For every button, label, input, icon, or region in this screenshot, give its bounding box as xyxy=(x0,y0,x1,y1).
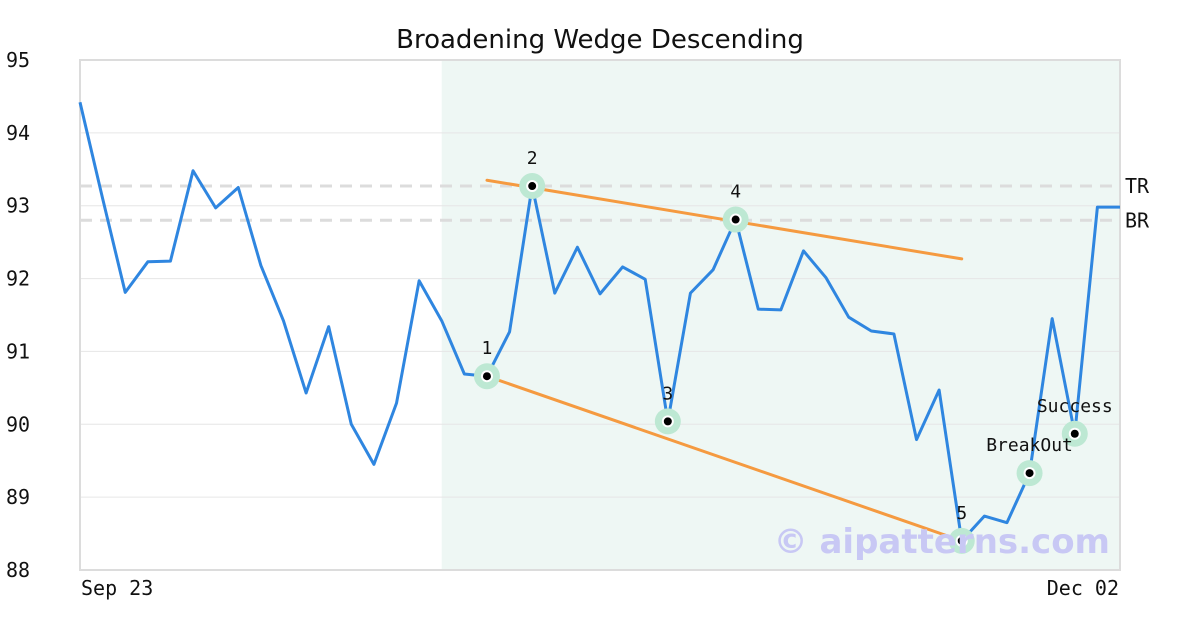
y-tick-label: 91 xyxy=(6,339,30,363)
marker-dot xyxy=(1070,429,1079,438)
marker-label: 5 xyxy=(956,503,967,524)
y-tick-label: 88 xyxy=(6,558,30,582)
chart-title: Broadening Wedge Descending xyxy=(396,25,804,55)
marker-label: BreakOut xyxy=(986,435,1073,456)
y-tick-label: 95 xyxy=(6,48,30,72)
marker-dot xyxy=(1025,469,1034,478)
pattern-region xyxy=(441,60,1120,570)
marker-dot xyxy=(482,372,491,381)
marker-label: Success xyxy=(1037,396,1113,417)
marker-label: 3 xyxy=(662,383,673,404)
marker-dot xyxy=(957,536,966,545)
trend-line-lower xyxy=(485,374,964,543)
plot-frame xyxy=(79,59,1121,571)
reference-label-br: BR xyxy=(1125,208,1150,232)
reference-label-tr: TR xyxy=(1125,174,1150,198)
marker-label: 2 xyxy=(527,148,538,169)
y-tick-label: 90 xyxy=(6,412,30,436)
y-tick-label: 93 xyxy=(6,194,30,218)
marker-label: 1 xyxy=(482,338,493,359)
x-tick-label-end: Dec 02 xyxy=(1047,576,1119,600)
y-tick-label: 92 xyxy=(6,267,30,291)
y-tick-label: 94 xyxy=(6,121,30,145)
marker-dot xyxy=(528,182,537,191)
marker-label: 4 xyxy=(730,182,741,203)
watermark: © aipatterns.com xyxy=(774,522,1110,562)
x-tick-label-start: Sep 23 xyxy=(81,576,153,600)
marker-dot xyxy=(731,215,740,224)
y-tick-label: 89 xyxy=(6,485,30,509)
marker-dot xyxy=(663,417,672,426)
price-line xyxy=(78,101,1120,543)
